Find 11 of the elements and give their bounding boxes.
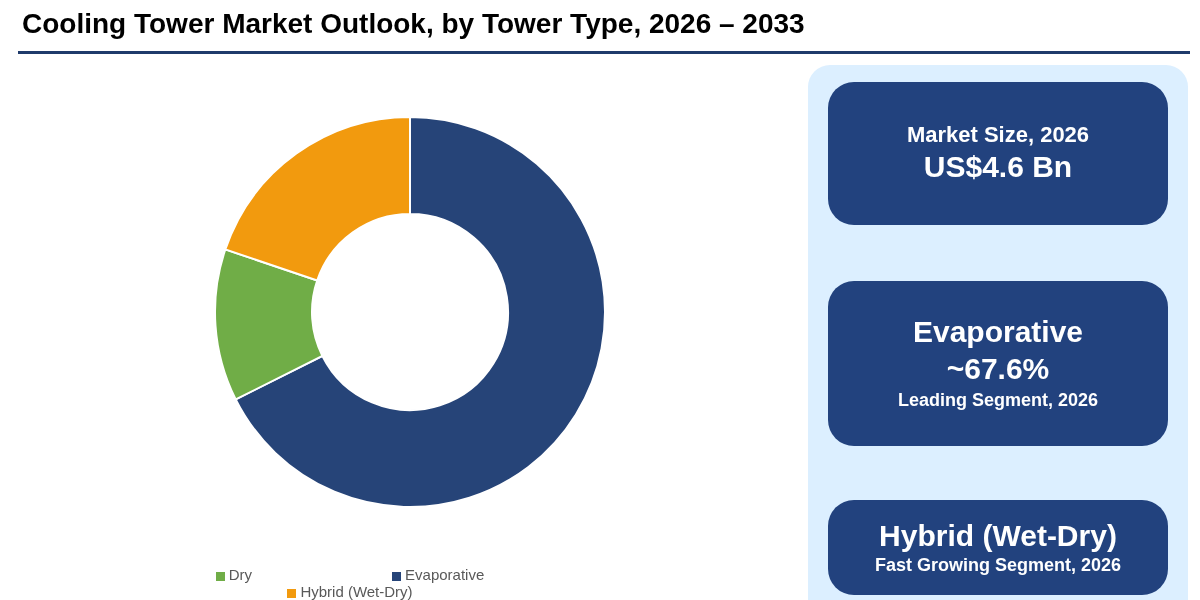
legend-label: Evaporative (405, 566, 485, 583)
legend-label: Dry (228, 566, 253, 583)
text: Hybrid (Wet-Dry) (879, 518, 1117, 555)
text: US$4.6 Bn (923, 148, 1073, 185)
text: Market Size, 2026 (906, 121, 1090, 148)
text: Evaporative (912, 314, 1084, 351)
text: Leading Segment, 2026 (897, 388, 1099, 412)
legend-label: Hybrid (Wet-Dry) (300, 583, 413, 600)
text: ~67.6% (946, 351, 1050, 388)
text: Fast Growing Segment, 2026 (874, 554, 1122, 577)
chart-title: Cooling Tower Market Outlook, by Tower Type, 2026 – 2033 (22, 8, 805, 40)
